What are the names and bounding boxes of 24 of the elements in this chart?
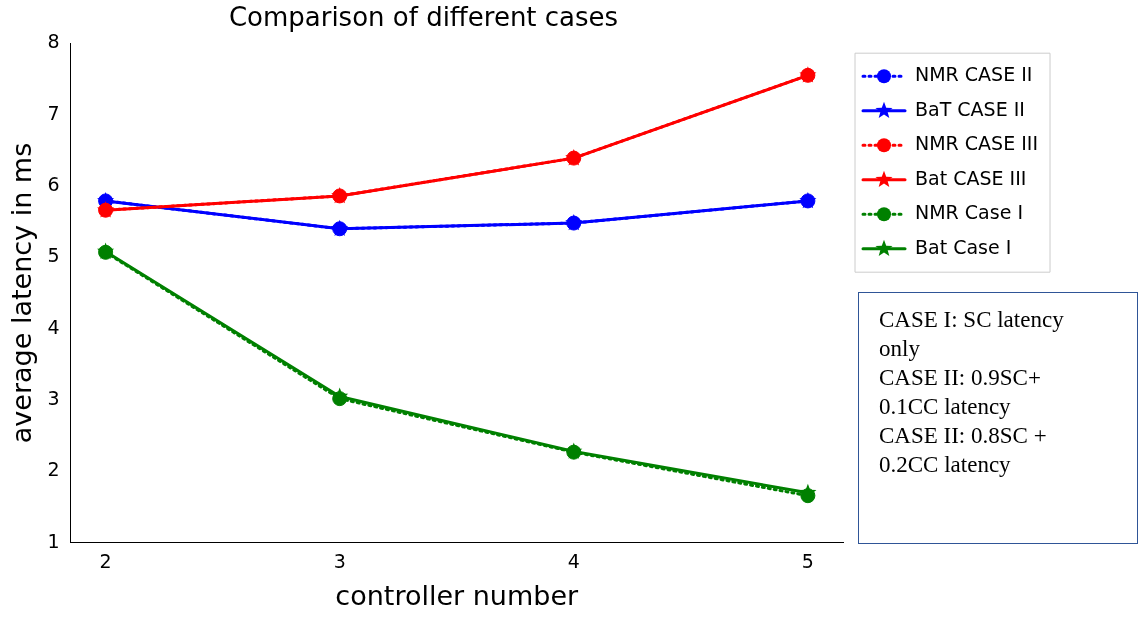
legend-label: NMR CASE III [915,132,1039,155]
legend-label: NMR Case I [915,201,1023,224]
chart-title: Comparison of different cases [228,2,619,33]
y-tick-label: 1 [47,529,60,552]
y-tick-label: 5 [47,244,60,267]
legend-label: NMR CASE II [915,63,1033,86]
x-axis-title: controller number [335,579,580,611]
legend-label: BaT CASE II [915,97,1025,120]
y-tick-label: 3 [47,386,60,409]
y-tick-label: 8 [47,30,60,53]
text: CASE II: 0.8SC + 0.2CC latency [879,422,1048,479]
x-tick-label: 2 [99,550,112,573]
text: CASE I: SC latency only [879,306,1065,363]
text: CASE II: 0.9SC+ 0.1CC latency [879,364,1042,421]
legend-label: Bat Case I [915,235,1012,258]
y-tick-label: 7 [47,101,60,124]
y-tick-label: 4 [47,315,60,338]
x-tick-label: 5 [801,550,814,573]
y-tick-label: 2 [47,458,60,481]
legend-label: Bat CASE III [915,166,1027,189]
y-tick-label: 6 [47,172,60,195]
x-tick-label: 4 [567,550,580,573]
x-tick-label: 3 [333,550,346,573]
y-axis-title: average latency in ms [6,142,38,444]
